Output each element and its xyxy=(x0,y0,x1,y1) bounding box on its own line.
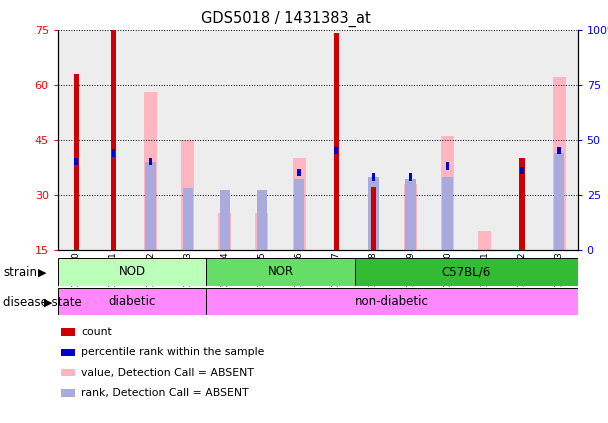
Bar xyxy=(169,30,206,250)
Bar xyxy=(58,30,95,250)
Text: ▶: ▶ xyxy=(38,268,47,278)
Bar xyxy=(243,30,280,250)
Bar xyxy=(553,77,565,250)
Bar xyxy=(409,173,412,181)
Bar xyxy=(541,30,578,250)
Text: diabetic: diabetic xyxy=(108,295,156,308)
Bar xyxy=(355,258,578,286)
Bar xyxy=(95,30,132,250)
Text: rank, Detection Call = ABSENT: rank, Detection Call = ABSENT xyxy=(81,388,249,398)
Bar xyxy=(371,187,376,250)
Bar xyxy=(317,30,355,250)
Bar xyxy=(181,140,194,250)
Text: disease state: disease state xyxy=(3,296,82,309)
Bar xyxy=(503,30,541,250)
Bar xyxy=(58,288,206,315)
Text: percentile rank within the sample: percentile rank within the sample xyxy=(81,347,264,357)
Bar xyxy=(74,74,79,250)
Bar xyxy=(478,231,491,250)
Bar xyxy=(294,179,305,250)
Bar xyxy=(255,213,269,250)
Text: strain: strain xyxy=(3,266,37,279)
Bar xyxy=(257,190,267,250)
Text: C57BL/6: C57BL/6 xyxy=(441,265,491,278)
Bar xyxy=(557,147,561,154)
Bar xyxy=(355,30,392,250)
Bar xyxy=(554,153,564,250)
Bar xyxy=(443,177,453,250)
Text: ▶: ▶ xyxy=(44,297,53,308)
Text: value, Detection Call = ABSENT: value, Detection Call = ABSENT xyxy=(81,368,254,378)
Bar xyxy=(144,92,157,250)
Bar xyxy=(206,30,243,250)
Bar xyxy=(404,184,417,250)
Bar xyxy=(132,30,169,250)
Bar xyxy=(519,158,525,250)
Bar xyxy=(219,190,230,250)
Bar xyxy=(206,258,355,286)
Bar xyxy=(334,33,339,250)
Bar xyxy=(111,30,116,250)
Bar xyxy=(466,30,503,250)
Bar xyxy=(371,173,375,181)
Bar xyxy=(182,188,193,250)
Bar xyxy=(292,158,306,250)
Bar xyxy=(520,167,523,174)
Bar xyxy=(297,169,301,176)
Bar xyxy=(218,213,232,250)
Bar xyxy=(429,30,466,250)
Bar xyxy=(58,258,206,286)
Bar xyxy=(392,30,429,250)
Bar xyxy=(368,177,379,250)
Bar xyxy=(74,158,78,165)
Bar xyxy=(406,179,416,250)
Bar xyxy=(112,149,116,157)
Bar xyxy=(280,30,317,250)
Bar xyxy=(334,147,338,154)
Text: non-diabetic: non-diabetic xyxy=(355,295,429,308)
Text: GDS5018 / 1431383_at: GDS5018 / 1431383_at xyxy=(201,11,371,27)
Text: count: count xyxy=(81,327,112,337)
Bar xyxy=(446,162,449,170)
Text: NOD: NOD xyxy=(119,265,145,278)
Bar xyxy=(149,158,153,165)
Text: NOR: NOR xyxy=(268,265,294,278)
Bar xyxy=(441,136,454,250)
Bar xyxy=(206,288,578,315)
Bar xyxy=(145,162,156,250)
